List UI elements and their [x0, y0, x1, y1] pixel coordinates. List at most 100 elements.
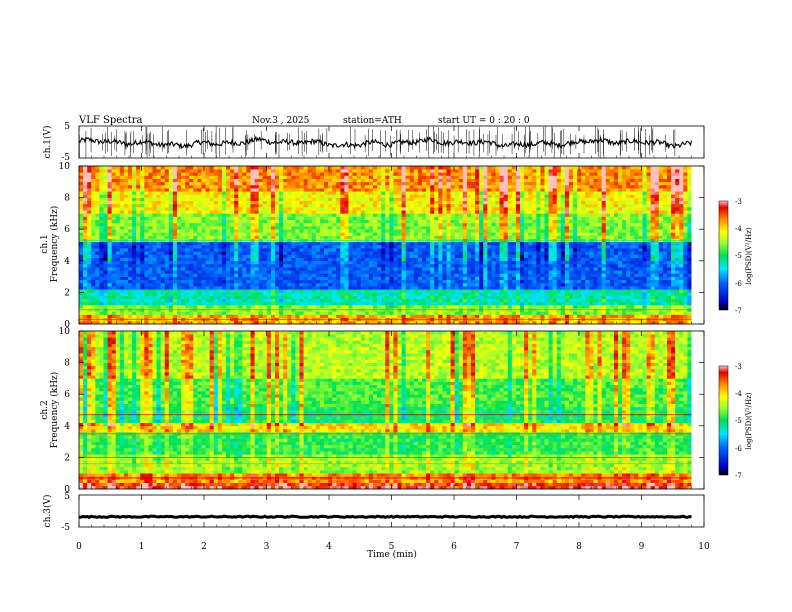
spec1-cell: [238, 216, 243, 221]
spec1-cell: [279, 292, 284, 296]
spec1-cell: [83, 270, 88, 274]
spec1-cell: [385, 263, 390, 268]
spec1-cell: [426, 188, 431, 192]
spec1-cell: [336, 203, 341, 208]
spec1-cell: [83, 311, 88, 315]
spec1-cell: [99, 320, 104, 325]
spec1-cell: [258, 254, 264, 258]
spec1-cell: [87, 175, 92, 179]
spec1-cell: [99, 241, 104, 246]
spec1-cell: [189, 286, 194, 290]
spec1-cell: [115, 263, 121, 268]
spec1-cell: [373, 292, 378, 296]
spec1-cell: [177, 305, 182, 309]
spec1-cell: [197, 172, 202, 176]
spec1-cell: [438, 229, 443, 233]
spec1-cell: [360, 241, 366, 246]
spec1-cell: [446, 219, 451, 224]
spec1-cell: [181, 270, 186, 274]
spec1-cell: [393, 216, 398, 221]
spec1-cell: [172, 241, 178, 246]
spec1-cell: [446, 320, 451, 325]
spec1-cell: [348, 292, 353, 296]
spec1-cell: [324, 166, 329, 170]
spec1-cell: [409, 254, 415, 258]
spec1-cell: [446, 267, 451, 271]
spec1-cell: [291, 191, 296, 195]
spec1-cell: [462, 276, 468, 281]
spec1-cell: [417, 210, 423, 214]
spec1-cell: [389, 181, 394, 186]
spec1-cell: [422, 295, 427, 300]
spec1-cell: [315, 235, 321, 239]
spec1-cell: [356, 216, 362, 221]
spec1-cell: [217, 166, 223, 170]
spec1-cell: [405, 203, 411, 208]
spec1-cell: [401, 203, 406, 208]
spec1-cell: [107, 311, 112, 315]
spec1-cell: [287, 245, 292, 249]
spec1-cell: [172, 267, 178, 271]
spec1-cell: [217, 175, 223, 179]
spec1-cell: [189, 219, 194, 224]
spec1-cell: [119, 219, 125, 224]
spec1-cell: [107, 260, 112, 265]
spec1-cell: [295, 286, 300, 290]
spec1-cell: [287, 286, 292, 290]
spec1-cell: [299, 181, 304, 186]
spec1-cell: [115, 305, 121, 309]
spec1-cell: [189, 194, 194, 198]
spec1-cell: [177, 169, 182, 173]
spec1-cell: [79, 222, 84, 227]
spec1-cell: [283, 184, 288, 189]
spec1-cell: [434, 320, 439, 325]
spec1-cell: [360, 216, 366, 221]
spec1-cell: [356, 197, 362, 202]
spec1-cell: [262, 286, 268, 290]
spec1-cell: [254, 282, 259, 287]
spec1-cell: [307, 314, 313, 318]
spec1-cell: [168, 232, 174, 236]
spec1-cell: [217, 276, 223, 281]
spec1-cell: [262, 314, 268, 318]
spec1-cell: [422, 232, 427, 236]
spec1-cell: [197, 188, 202, 192]
spec1-cell: [164, 241, 170, 246]
spec1-cell: [185, 219, 190, 224]
spec1-cell: [426, 175, 431, 179]
spec1-cell: [144, 301, 149, 306]
spec1-cell: [426, 273, 431, 277]
spec1-cell: [172, 305, 178, 309]
spec1-cell: [266, 276, 272, 281]
spec1-cell: [454, 200, 460, 205]
spec1-cell: [332, 219, 337, 224]
spec1-cell: [115, 226, 121, 230]
spec1-cell: [79, 229, 84, 233]
spec1-cell: [340, 282, 345, 287]
spec1-cell: [238, 213, 243, 217]
spec1-cell: [123, 197, 129, 202]
spec1-cell: [377, 207, 382, 211]
spec1-cell: [132, 229, 137, 233]
spec1-cell: [258, 273, 264, 277]
spec1-cell: [344, 191, 349, 195]
spec1-cell: [389, 207, 394, 211]
spec1-cell: [123, 222, 129, 227]
spec1-cell: [172, 191, 178, 195]
spec1-cell: [258, 191, 264, 195]
spec1-cell: [377, 270, 382, 274]
spec1-cell: [291, 194, 296, 198]
spec1-cell: [83, 184, 88, 189]
spec1-cell: [185, 295, 190, 300]
spec1-cell: [254, 320, 259, 325]
spec1-cell: [356, 219, 362, 224]
spec1-cell: [148, 298, 153, 303]
spec1-cell: [409, 267, 415, 271]
spec1-cell: [164, 172, 170, 176]
spec1-cell: [328, 181, 333, 186]
spec1-cell: [385, 282, 390, 287]
spec1-cell: [189, 241, 194, 246]
spec1-cell: [422, 219, 427, 224]
spec1-cell: [377, 292, 382, 296]
spec1-cell: [83, 191, 88, 195]
